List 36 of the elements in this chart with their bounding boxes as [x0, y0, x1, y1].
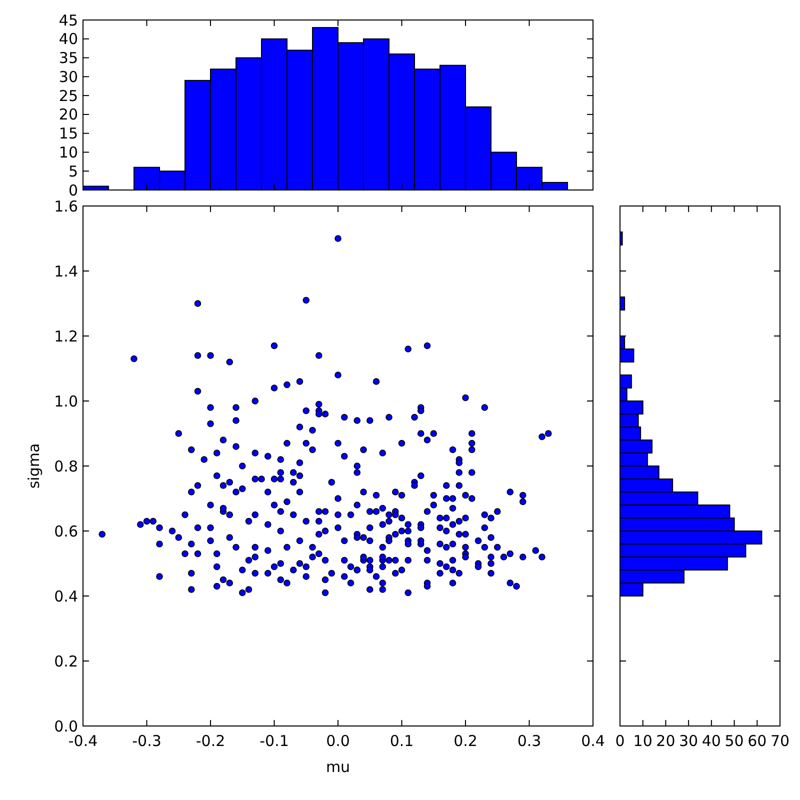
y-tick-label: 1.2 — [54, 327, 78, 346]
x-axis-title: mu — [326, 758, 350, 776]
y-tick-label: 5 — [68, 162, 78, 180]
y-tick-label: 35 — [58, 49, 78, 68]
x-tick-label: 0.3 — [517, 732, 542, 750]
y-tick-label: 45 — [58, 11, 78, 30]
y-tick-label: 0.6 — [54, 522, 78, 540]
x-tick-label: 20 — [656, 732, 676, 750]
y-tick-label: 40 — [58, 30, 78, 48]
x-tick-label: 60 — [748, 732, 767, 750]
x-tick-label: -0.3 — [132, 732, 162, 750]
y-tick-label: 1.6 — [54, 197, 78, 216]
x-tick-label: -0.2 — [196, 732, 226, 750]
x-tick-label: 0 — [615, 732, 625, 750]
y-tick-label: 1.4 — [54, 262, 78, 280]
x-tick-label: 50 — [724, 732, 744, 750]
x-tick-label: 0.0 — [326, 732, 350, 750]
y-tick-label: 15 — [58, 124, 78, 143]
y-tick-label: 25 — [58, 86, 78, 105]
x-tick-label: 0.4 — [581, 732, 605, 750]
x-tick-label: 30 — [679, 732, 698, 750]
x-tick-label: -0.1 — [260, 732, 289, 750]
x-tick-label: 40 — [702, 732, 721, 750]
y-tick-label: 0.4 — [54, 587, 78, 606]
y-tick-label: 0.2 — [54, 652, 78, 670]
y-tick-label: 0 — [68, 181, 78, 200]
x-tick-label: 0.2 — [454, 732, 478, 750]
x-tick-label: 70 — [770, 732, 790, 750]
y-axis-title: sigma — [25, 443, 43, 489]
x-tick-label: 10 — [633, 732, 652, 750]
y-tick-label: 0.8 — [54, 457, 78, 476]
y-tick-label: 30 — [58, 68, 78, 86]
y-tick-label: 1.0 — [54, 392, 78, 410]
y-tick-label: 10 — [58, 143, 78, 162]
y-tick-label: 20 — [58, 106, 78, 124]
x-tick-label: 0.1 — [390, 732, 414, 750]
